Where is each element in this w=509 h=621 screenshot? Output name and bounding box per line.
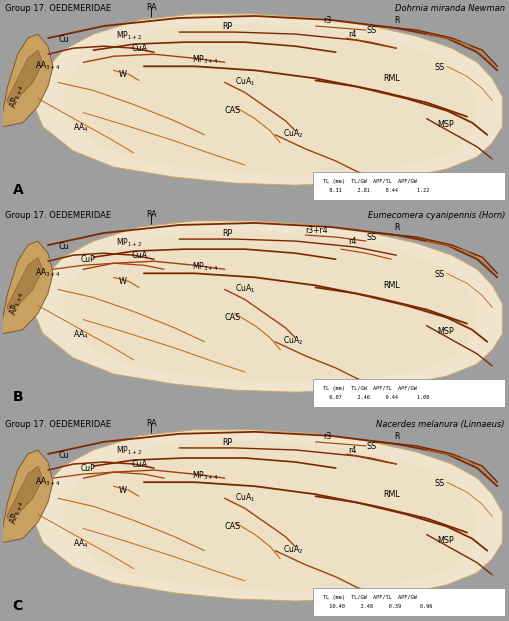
Text: R: R (393, 16, 399, 25)
Text: Group 17. OEDEMERIDAE: Group 17. OEDEMERIDAE (5, 420, 111, 428)
Text: RP: RP (222, 229, 232, 238)
Text: MSP: MSP (436, 327, 453, 336)
Text: CuA: CuA (131, 460, 147, 469)
Text: SS: SS (365, 233, 376, 242)
Text: RA: RA (146, 3, 156, 12)
Text: AA$_4$: AA$_4$ (73, 329, 89, 342)
Text: 10.40     2.48     0.39      0.96: 10.40 2.48 0.39 0.96 (323, 604, 432, 609)
Text: CuP: CuP (80, 464, 95, 473)
Polygon shape (33, 14, 501, 185)
Text: r3+r4: r3+r4 (305, 226, 327, 235)
Text: MP$_{3+4}$: MP$_{3+4}$ (191, 53, 218, 66)
Text: CAS: CAS (224, 522, 240, 530)
Text: CuA$_2$: CuA$_2$ (282, 128, 302, 140)
Polygon shape (63, 440, 475, 591)
Text: SS: SS (365, 26, 376, 35)
Text: Dohrnia miranda Newman: Dohrnia miranda Newman (394, 4, 504, 13)
Polygon shape (8, 257, 43, 309)
Text: r4: r4 (348, 446, 356, 455)
Text: AP$_{3+4}$: AP$_{3+4}$ (8, 499, 27, 526)
Text: r4: r4 (348, 30, 356, 39)
FancyBboxPatch shape (313, 588, 504, 616)
Text: MP$_{3+4}$: MP$_{3+4}$ (191, 469, 218, 482)
Text: RML: RML (383, 491, 400, 499)
Text: RA: RA (146, 419, 156, 428)
Text: CuA: CuA (131, 44, 147, 53)
Text: C: C (13, 599, 23, 613)
Polygon shape (33, 430, 501, 601)
Text: TL (mm)  TL/GW  APF/TL  APF/GW: TL (mm) TL/GW APF/TL APF/GW (323, 179, 416, 184)
Text: SS: SS (433, 479, 444, 488)
Text: CuA$_2$: CuA$_2$ (282, 335, 302, 347)
Text: SS: SS (365, 442, 376, 451)
Text: RML: RML (383, 281, 400, 291)
Text: AA$_{3+4}$: AA$_{3+4}$ (35, 475, 61, 487)
Text: RML: RML (383, 75, 400, 83)
Polygon shape (8, 466, 43, 519)
Text: CuA$_2$: CuA$_2$ (282, 543, 302, 556)
Text: Cu: Cu (58, 35, 69, 44)
FancyBboxPatch shape (313, 379, 504, 407)
Text: r3: r3 (323, 16, 331, 25)
Text: CuA$_1$: CuA$_1$ (234, 283, 254, 295)
Text: TL (mm)  TL/GW  APF/TL  APF/GW: TL (mm) TL/GW APF/TL APF/GW (323, 386, 416, 391)
Polygon shape (3, 450, 53, 543)
Text: W: W (119, 70, 126, 79)
Text: CuA$_1$: CuA$_1$ (234, 491, 254, 504)
Polygon shape (63, 232, 475, 383)
Text: CAS: CAS (224, 312, 240, 322)
Text: AA$_{3+4}$: AA$_{3+4}$ (35, 266, 61, 279)
Text: CuA$_1$: CuA$_1$ (234, 75, 254, 88)
Polygon shape (3, 34, 53, 127)
Text: RP: RP (222, 438, 232, 447)
Text: Group 17. OEDEMERIDAE: Group 17. OEDEMERIDAE (5, 4, 111, 13)
Text: R: R (393, 432, 399, 441)
Text: MSP: MSP (436, 535, 453, 545)
Text: r3: r3 (323, 432, 331, 441)
Text: R: R (393, 223, 399, 232)
Text: SS: SS (433, 270, 444, 279)
Text: Cu: Cu (58, 451, 69, 460)
Text: MP$_{3+4}$: MP$_{3+4}$ (191, 260, 218, 273)
Text: 8.31     2.81     0.44      1.22: 8.31 2.81 0.44 1.22 (323, 188, 429, 193)
Text: 6.07     2.46     0.44      1.08: 6.07 2.46 0.44 1.08 (323, 395, 429, 400)
Text: W: W (119, 278, 126, 286)
Text: CuP: CuP (80, 255, 95, 265)
Text: RA: RA (146, 210, 156, 219)
Text: SS: SS (433, 63, 444, 72)
Text: TL (mm)  TL/GW  APF/TL  APF/GW: TL (mm) TL/GW APF/TL APF/GW (323, 595, 416, 600)
Text: AP$_{3+4}$: AP$_{3+4}$ (8, 289, 27, 317)
Text: Eumecomera cyanipennis (Horn): Eumecomera cyanipennis (Horn) (367, 211, 504, 220)
Text: MP$_{1+2}$: MP$_{1+2}$ (116, 445, 142, 458)
Text: CuA: CuA (131, 252, 147, 260)
Text: MP$_{1+2}$: MP$_{1+2}$ (116, 236, 142, 248)
Text: Group 17. OEDEMERIDAE: Group 17. OEDEMERIDAE (5, 211, 111, 220)
Text: AP$_{3+4}$: AP$_{3+4}$ (8, 83, 27, 110)
Polygon shape (33, 221, 501, 392)
Text: B: B (13, 390, 23, 404)
Text: W: W (119, 486, 126, 496)
Polygon shape (63, 25, 475, 175)
Text: A: A (13, 183, 23, 197)
Polygon shape (8, 50, 43, 102)
FancyBboxPatch shape (313, 172, 504, 200)
Text: RP: RP (222, 22, 232, 31)
Text: MP$_{1+2}$: MP$_{1+2}$ (116, 29, 142, 42)
Text: MSP: MSP (436, 120, 453, 129)
Text: CAS: CAS (224, 106, 240, 115)
Text: Cu: Cu (58, 242, 69, 251)
Text: Nacerdes melanura (Linnaeus): Nacerdes melanura (Linnaeus) (376, 420, 504, 428)
Polygon shape (3, 241, 53, 333)
Text: AA$_4$: AA$_4$ (73, 538, 89, 550)
Text: AA$_4$: AA$_4$ (73, 122, 89, 134)
Text: r4: r4 (348, 237, 356, 246)
Text: AA$_{3+4}$: AA$_{3+4}$ (35, 60, 61, 72)
